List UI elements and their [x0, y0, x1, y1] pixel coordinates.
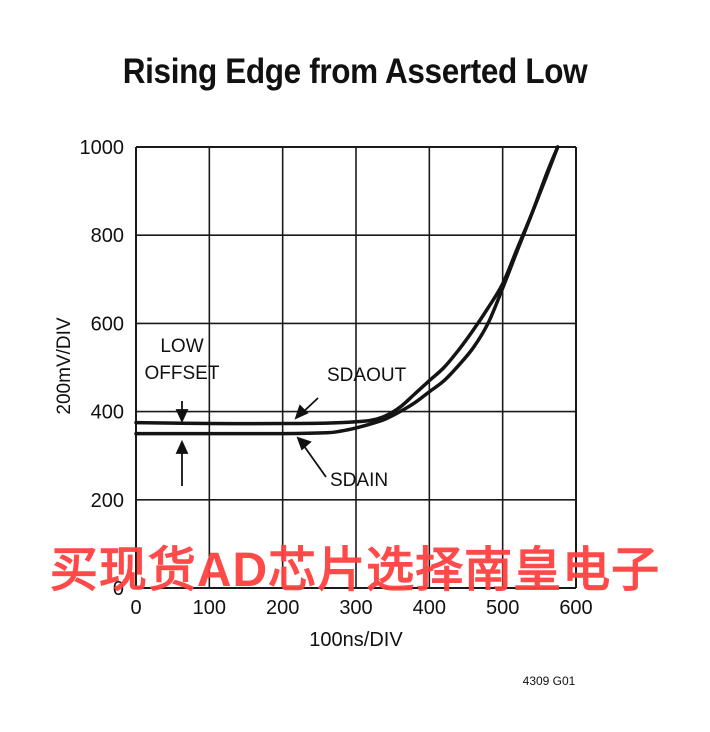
figure-code: 4309 G01 [523, 674, 576, 688]
y-tick-label: 400 [91, 402, 124, 424]
x-tick-label: 400 [413, 597, 446, 619]
watermark-text: 买现货AD芯片选择南皇电子 [49, 544, 661, 597]
sdaout-pointer [294, 397, 319, 420]
series-line-sdain [134, 145, 560, 436]
x-tick-label: 0 [130, 597, 141, 619]
series-layer [134, 145, 560, 436]
x-tick-label: 200 [266, 597, 299, 619]
low-annotation: LOW [160, 336, 203, 357]
y-tick-label: 800 [91, 225, 124, 247]
offset-arrow-top [175, 401, 189, 424]
x-tick-label: 500 [486, 597, 519, 619]
x-tick-label: 300 [339, 597, 372, 619]
offset-annotation: OFFSET [145, 363, 220, 384]
x-tick-label: 600 [559, 597, 592, 619]
y-axis-label: 200mV/DIV [54, 317, 75, 414]
sdain-pointer [296, 436, 327, 478]
y-tick-label: 0 [113, 578, 124, 600]
sdaout-annotation: SDAOUT [327, 365, 407, 386]
x-tick-label: 100 [193, 597, 226, 619]
sdain-annotation: SDAIN [330, 470, 388, 491]
chart-title: Rising Edge from Asserted Low [122, 52, 588, 91]
y-tick-label: 200 [91, 490, 124, 512]
axis-layer: 0 100 200 300 400 500 600 0 200 400 600 800 1000 [80, 137, 593, 619]
y-tick-label: 600 [91, 313, 124, 335]
offset-arrow-bottom [175, 439, 189, 486]
x-axis-label: 100ns/DIV [309, 629, 403, 651]
y-tick-label: 1000 [80, 137, 125, 159]
grid-layer [135, 146, 577, 589]
